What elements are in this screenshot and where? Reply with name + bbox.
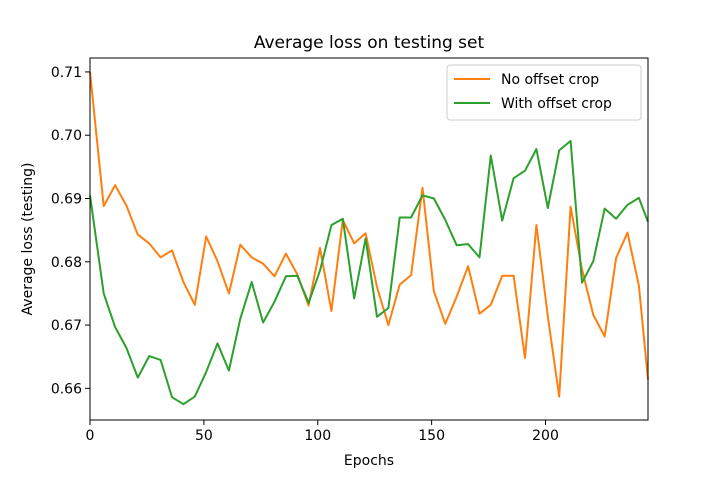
y-tick-label: 0.68 — [51, 255, 82, 271]
series-line-with-offset-crop — [89, 139, 649, 406]
y-tick-label: 0.70 — [51, 128, 82, 144]
x-tick-label: 100 — [304, 428, 331, 444]
plot-frame — [89, 57, 649, 421]
y-tick-label: 0.69 — [51, 191, 82, 207]
legend-label-with-offset-crop: With offset crop — [501, 96, 612, 112]
x-axis-ticks: 0 50 100 150 200 — [86, 420, 559, 444]
y-axis-label: Average loss (testing) — [20, 163, 36, 316]
y-tick-label: 0.67 — [51, 318, 82, 334]
y-axis-ticks: 0.66 0.67 0.68 0.69 0.70 0.71 — [51, 65, 90, 397]
x-tick-label: 50 — [195, 428, 213, 444]
chart-title: Average loss on testing set — [254, 33, 485, 53]
y-tick-label: 0.71 — [51, 65, 82, 81]
legend-label-no-offset-crop: No offset crop — [501, 72, 599, 88]
legend: No offset crop With offset crop — [446, 64, 642, 121]
x-tick-label: 0 — [86, 428, 95, 444]
legend-box — [446, 64, 642, 121]
y-tick-label: 0.66 — [51, 381, 82, 397]
series-lines — [89, 71, 649, 406]
x-axis-label: Epochs — [344, 453, 394, 469]
x-tick-label: 150 — [418, 428, 445, 444]
x-tick-label: 200 — [532, 428, 559, 444]
series-line-no-offset-crop — [89, 71, 649, 398]
